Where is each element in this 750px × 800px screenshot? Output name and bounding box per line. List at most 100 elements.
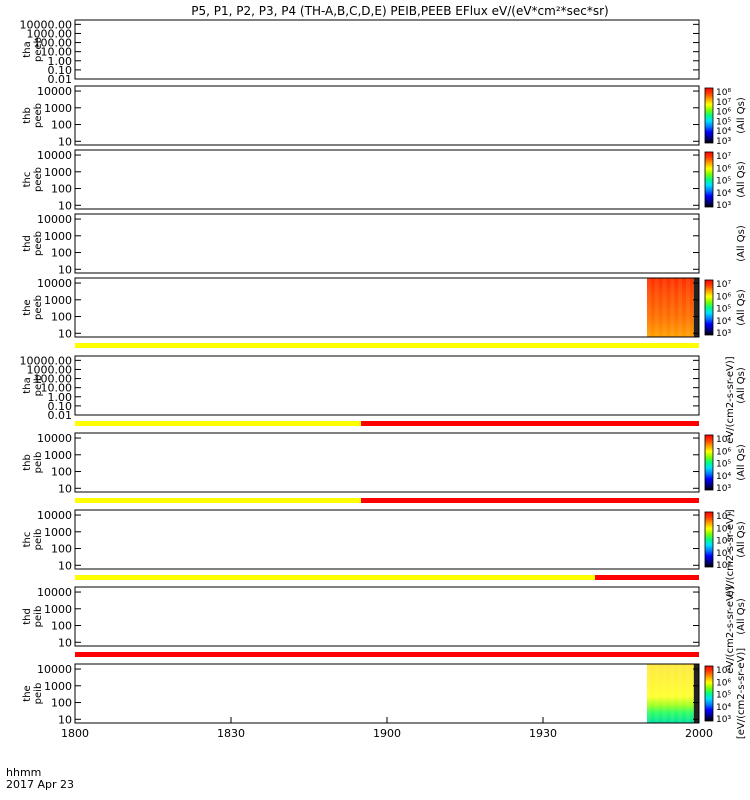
y-tick-label: 100 — [51, 183, 72, 196]
y-tick-label: 1000 — [44, 603, 72, 616]
x-tick-label: 1830 — [217, 727, 245, 740]
colorbar-label: (All Qs) — [736, 97, 747, 134]
y-tick-label: 1000 — [44, 680, 72, 693]
colorbar-tick-label: 10³ — [716, 329, 731, 339]
y-tick-label: 1000 — [44, 526, 72, 539]
colorbar-label: (All Qs) — [736, 598, 747, 635]
y-tick-label: 1000 — [44, 102, 72, 115]
time-label: hhmm — [6, 766, 41, 779]
panel-the-peeb: 10000 1000 100 10 the peeb 10⁷ 10⁶ 10⁵ 10⁴ 10³ (All… — [22, 277, 747, 348]
spectrogram-data — [647, 278, 694, 337]
x-tick-label: 1900 — [373, 727, 401, 740]
spectrogram-stripe — [647, 664, 651, 723]
y-tick-label: 10000.00 — [20, 354, 73, 367]
y-tick-label: 0.10 — [48, 64, 73, 77]
colorbar-tick-label: 10⁵ — [716, 305, 731, 315]
colorbar-tick-label: 10⁷ — [716, 435, 731, 445]
colorbar-tick-label: 10³ — [716, 201, 731, 211]
colorbar-tick-label: 10⁵ — [716, 460, 731, 470]
y-tick-label: 1000 — [44, 449, 72, 462]
flag-bar-segment — [75, 498, 361, 503]
panel-thc-peeb: 10000 1000 100 10 thc peeb 10⁷ 10⁶ 10⁵ 10⁴ 10³ (All… — [22, 149, 747, 212]
x-tick-label: 1800 — [61, 727, 89, 740]
colorbar-tick-label: 10⁶ — [716, 524, 731, 534]
y-tick-label: 10000 — [37, 586, 72, 599]
y-tick-label: 0.01 — [48, 409, 73, 422]
panel-thd-peeb: 10000 1000 100 10 thd peeb (All Qs) — [22, 213, 747, 276]
flag-bar-segment — [75, 575, 595, 580]
y-tick-label: 10 — [58, 559, 72, 572]
colorbar-label: (All Qs) — [736, 225, 747, 262]
y-tick-label: 10 — [58, 135, 72, 148]
y-tick-label: 1000 — [44, 166, 72, 179]
y-tick-label: 10 — [58, 327, 72, 340]
colorbar-tick-label: 10⁷ — [716, 512, 731, 522]
colorbar-label: (All Qs) — [736, 444, 747, 481]
colorbar-tick-label: 10⁴ — [716, 472, 731, 482]
panel-label-product: peib — [33, 452, 44, 474]
colorbar-tick-label: 10⁵ — [716, 177, 731, 187]
panel-label-product: peib — [33, 375, 44, 397]
colorbar-tick-label: 10³ — [716, 561, 731, 571]
spectrogram-stripe — [686, 278, 690, 337]
panel-label-product: peeb — [33, 167, 44, 192]
colorbar-tick-label: 10⁶ — [716, 447, 731, 457]
colorbar-tick-label: 10³ — [716, 715, 731, 725]
colorbar-tick-label: 10⁴ — [716, 189, 731, 199]
y-tick-label: 1000 — [44, 230, 72, 243]
y-tick-label: 100 — [51, 466, 72, 479]
flag-bar-segment — [361, 421, 699, 426]
spectrogram-stripe — [654, 664, 659, 723]
panel-frame — [74, 586, 700, 647]
colorbar-label: (All Qs) — [736, 289, 747, 326]
y-tick-label: 1000.00 — [27, 27, 73, 40]
flag-bar-segment — [595, 575, 699, 580]
panel-label-probe: tha — [22, 377, 33, 393]
colorbar-tick-label: 10⁷ — [716, 280, 731, 290]
colorbar-tick-label: 10⁶ — [716, 678, 731, 688]
spectrogram-stripe — [662, 278, 667, 337]
spectrogram-stripe — [662, 664, 667, 723]
panel-label-product: peeb — [33, 37, 44, 62]
spectrogram-stripe — [678, 664, 683, 723]
spectrogram-data — [647, 664, 694, 723]
panel-label-product: peib — [33, 529, 44, 551]
colorbar-tick-label: 10⁴ — [716, 703, 731, 713]
colorbar — [704, 151, 714, 208]
panel-thd-peib: 10000 1000 100 10 thd peib (All Qs) — [22, 586, 747, 657]
y-tick-label: 10000 — [37, 663, 72, 676]
y-tick-label: 10 — [58, 482, 72, 495]
flag-bar-segment — [75, 652, 699, 657]
colorbar-unit-label: eV/(cm2-s-sr-eV)] — [725, 509, 736, 596]
y-tick-label: 0.10 — [48, 400, 73, 413]
flag-bar-segment — [361, 498, 699, 503]
x-tick-label: 1930 — [529, 727, 557, 740]
y-tick-label: 1000.00 — [27, 363, 73, 376]
panel-frame — [74, 213, 700, 274]
spectrogram-stripe — [647, 278, 651, 337]
panel-label-product: peeb — [33, 103, 44, 128]
panel-label-probe: the — [22, 685, 33, 701]
colorbar-tick-label: 10⁴ — [716, 549, 731, 559]
panel-frame — [74, 19, 700, 80]
panel-label-probe: thc — [22, 172, 33, 188]
panel-label-product: peeb — [33, 295, 44, 320]
colorbar — [704, 665, 714, 722]
colorbar-tick-label: 10⁷ — [716, 152, 731, 162]
y-tick-label: 10000 — [37, 277, 72, 290]
panel-label-probe: thd — [22, 608, 33, 625]
colorbar-tick-label: 10⁶ — [716, 108, 731, 118]
y-tick-label: 10000 — [37, 85, 72, 98]
y-tick-label: 10.00 — [41, 382, 73, 395]
colorbar-tick-label: 10⁵ — [716, 691, 731, 701]
spectrogram-stripe — [686, 664, 690, 723]
colorbar — [704, 87, 714, 144]
panel-the-peib: 10000 1000 100 10 the peib 10⁷ 10⁶ 10⁵ 10⁴ 10³ [eV/… — [22, 648, 747, 739]
y-tick-label: 100 — [51, 697, 72, 710]
panel-thb-peib: 10000 1000 100 10 thb peib 10⁷ 10⁶ 10⁵ 10⁴ 10³ (All… — [22, 432, 747, 503]
spectrogram-stripe — [678, 278, 683, 337]
colorbar-tick-label: 10⁶ — [716, 292, 731, 302]
